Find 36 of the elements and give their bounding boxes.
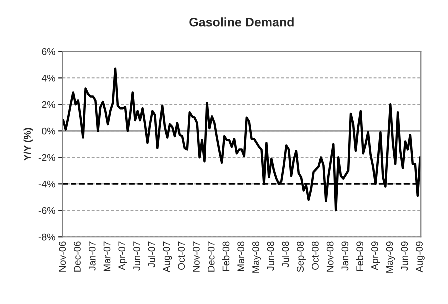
y-axis-title: Y/Y (%): [24, 128, 33, 161]
x-tick-label: Jun-08: [267, 242, 274, 271]
x-tick-label: Feb-09: [356, 242, 364, 272]
x-tick-label: Mar-07: [104, 242, 111, 272]
y-tick-label: -8%: [38, 234, 56, 241]
x-tick-label: Sep-08: [297, 242, 306, 272]
x-tick-label: Apr-09: [371, 242, 380, 270]
y-tick-label: -6%: [38, 207, 56, 214]
y-tick-label: 2%: [42, 101, 56, 108]
x-tick-label: Aug-07: [163, 242, 172, 273]
x-tick-label: Dec-07: [208, 242, 215, 272]
x-tick-label: Mar-08: [238, 242, 245, 272]
x-tick-label: Apr-07: [118, 242, 128, 270]
x-tick-label: Jul-07: [148, 242, 156, 268]
line-series: [62, 68, 422, 212]
y-tick-label: -4%: [38, 180, 56, 188]
chart-title: Gasoline Demand: [190, 18, 294, 27]
x-tick-label: Nov-07: [193, 242, 200, 272]
x-tick-label: Jan-07: [88, 242, 96, 271]
y-tick-label: 6%: [42, 48, 56, 56]
y-tick-label: -2%: [38, 154, 56, 162]
x-tick-label: Dec-06: [74, 242, 81, 272]
x-tick-label: Nov-06: [59, 242, 66, 272]
y-tick-label: 0%: [42, 128, 56, 135]
x-tick-label: May-09: [386, 242, 396, 273]
x-tick-label: Jun-09: [401, 242, 408, 271]
x-tick-label: Feb-08: [222, 242, 230, 272]
x-tick-label: May-08: [252, 242, 262, 273]
x-tick-label: Aug-09: [416, 242, 425, 273]
x-tick-label: Oct-08: [312, 242, 319, 270]
x-tick-label: Oct-07: [178, 242, 186, 270]
y-tick-label: 4%: [42, 74, 56, 82]
x-tick-label: Jan-09: [342, 242, 349, 271]
x-tick-label: Jun-07: [134, 242, 140, 271]
x-tick-label: Nov-08: [326, 242, 334, 272]
x-tick-label: Jul-08: [282, 242, 290, 268]
